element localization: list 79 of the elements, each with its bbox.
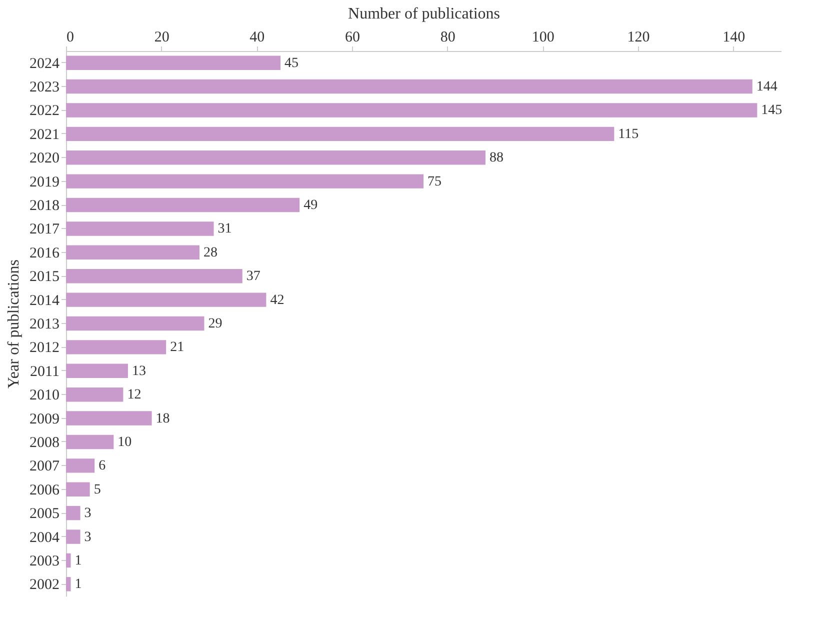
- bar: [66, 198, 300, 212]
- y-axis-title: Year of publications: [6, 259, 22, 389]
- y-tick-label: 2011: [30, 364, 60, 380]
- y-tick-label: 2014: [30, 292, 60, 309]
- bar: [66, 126, 614, 142]
- bar: [66, 79, 752, 94]
- y-tick-label: 2023: [30, 80, 60, 96]
- y-tick-label: 2012: [30, 340, 60, 356]
- x-tick-label: 120: [627, 30, 650, 46]
- bar: [66, 56, 280, 70]
- x-tick-label: 0: [66, 30, 74, 46]
- x-tick-label: 100: [532, 30, 554, 46]
- y-tick-label: 2022: [30, 103, 60, 120]
- bar: [66, 245, 200, 260]
- y-tick-label: 2005: [30, 506, 60, 522]
- y-tick-label: 2004: [30, 530, 60, 546]
- data-label: 31: [218, 222, 232, 237]
- data-label: 5: [94, 482, 101, 498]
- data-label: 3: [84, 506, 92, 522]
- y-tick-label: 2018: [30, 198, 60, 214]
- data-label: 13: [132, 364, 146, 379]
- data-label: 42: [270, 292, 284, 308]
- bar: [66, 364, 128, 378]
- y-tick-label: 2009: [30, 411, 60, 428]
- bar: [66, 553, 71, 568]
- bar: [66, 530, 80, 544]
- y-tick-label: 2007: [30, 458, 60, 475]
- data-label: 6: [98, 458, 106, 474]
- data-label: 115: [618, 126, 639, 142]
- data-label: 12: [127, 388, 142, 403]
- bar: [66, 292, 266, 307]
- data-label: 145: [761, 103, 782, 118]
- data-label: 3: [84, 530, 92, 545]
- data-label: 18: [156, 411, 170, 426]
- y-tick-label: 2021: [30, 126, 60, 143]
- bar: [66, 411, 152, 426]
- x-tick-label: 20: [154, 30, 170, 46]
- bar: [66, 150, 486, 165]
- x-axis-title: Number of publications: [348, 6, 500, 22]
- data-label: 29: [208, 316, 222, 332]
- bar: [66, 222, 214, 236]
- bar: [66, 269, 242, 284]
- y-tick-label: 2003: [30, 553, 60, 570]
- data-label: 45: [284, 56, 298, 71]
- y-tick-label: 2002: [30, 577, 60, 594]
- y-tick-label: 2010: [30, 388, 60, 404]
- x-tick-label: 80: [440, 30, 456, 46]
- y-tick-label: 2020: [30, 150, 60, 167]
- bar: [66, 103, 758, 118]
- data-label: 49: [304, 198, 318, 214]
- y-tick-label: 2017: [30, 222, 60, 238]
- data-label: 144: [756, 80, 778, 95]
- data-label: 88: [489, 150, 504, 166]
- bar: [66, 340, 166, 354]
- data-label: 28: [203, 245, 218, 260]
- bar: [66, 506, 80, 520]
- data-label: 1: [74, 553, 82, 568]
- data-label: 10: [118, 434, 132, 450]
- data-label: 37: [246, 269, 260, 284]
- bar: [66, 174, 424, 188]
- y-tick-label: 2013: [30, 316, 60, 332]
- y-tick-label: 2024: [30, 56, 60, 72]
- y-tick-label: 2019: [30, 174, 60, 190]
- bar: [66, 482, 90, 496]
- x-tick-label: 40: [250, 30, 265, 46]
- x-tick-label: 60: [345, 30, 360, 46]
- data-label: 1: [74, 577, 82, 592]
- bar: [66, 577, 71, 592]
- bar: [66, 458, 95, 473]
- y-tick-label: 2008: [30, 434, 60, 451]
- data-label: 75: [428, 174, 442, 190]
- bar: [66, 387, 124, 402]
- x-tick-label: 140: [722, 30, 746, 46]
- bar: [66, 434, 114, 450]
- y-tick-label: 2016: [30, 245, 60, 262]
- data-label: 21: [170, 340, 184, 356]
- y-tick-label: 2015: [30, 269, 60, 286]
- y-tick-label: 2006: [30, 482, 60, 498]
- bar: [66, 316, 204, 331]
